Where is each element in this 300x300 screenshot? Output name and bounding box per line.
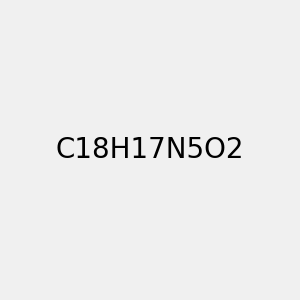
Text: C18H17N5O2: C18H17N5O2 [56,136,244,164]
